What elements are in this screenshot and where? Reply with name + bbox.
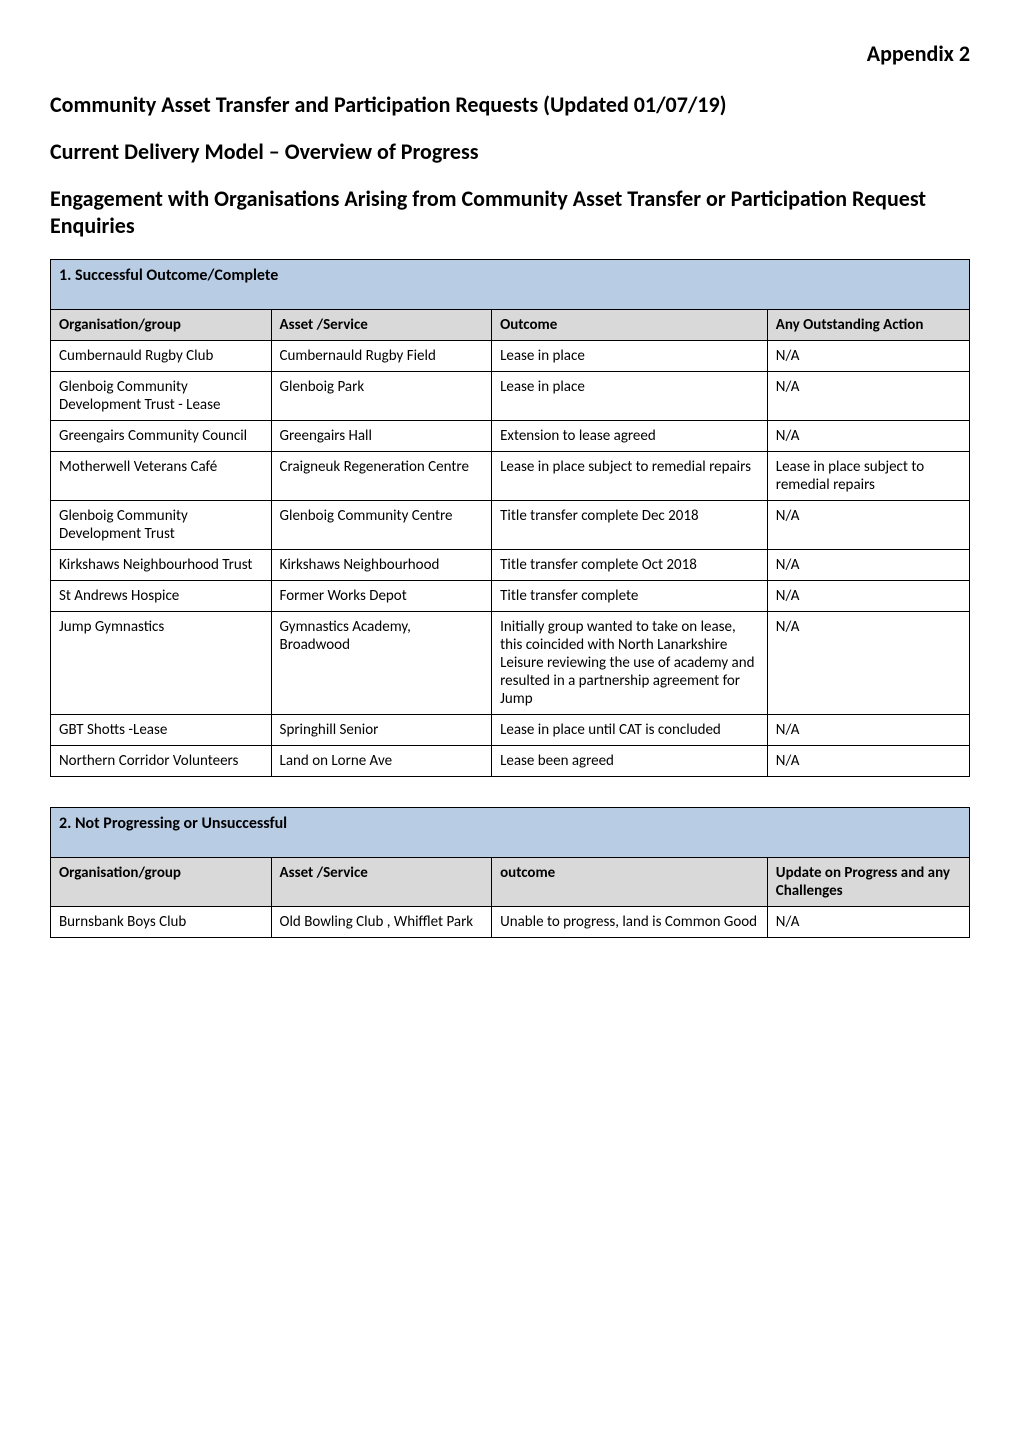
table-row: Jump Gymnastics Gymnastics Academy, Broa… — [51, 612, 970, 715]
cell-outcome: Lease in place subject to remedial repai… — [492, 452, 768, 501]
cell-organisation: Greengairs Community Council — [51, 421, 272, 452]
col-header-outcome: Outcome — [492, 310, 768, 341]
page-title-2: Current Delivery Model – Overview of Pro… — [50, 138, 970, 165]
cell-organisation: Glenboig Community Development Trust - L… — [51, 372, 272, 421]
cell-action: N/A — [767, 501, 969, 550]
page-title-1: Community Asset Transfer and Participati… — [50, 91, 970, 118]
section-header-cell: 2. Not Progressing or Unsuccessful — [51, 808, 970, 858]
table-successful-outcome: 1. Successful Outcome/Complete Organisat… — [50, 259, 970, 777]
cell-action: N/A — [767, 715, 969, 746]
table-row: Burnsbank Boys Club Old Bowling Club , W… — [51, 907, 970, 938]
col-header-organisation: Organisation/group — [51, 310, 272, 341]
cell-organisation: Motherwell Veterans Café — [51, 452, 272, 501]
cell-outcome: Unable to progress, land is Common Good — [492, 907, 768, 938]
cell-organisation: Burnsbank Boys Club — [51, 907, 272, 938]
col-header-asset: Asset /Service — [271, 858, 492, 907]
cell-action: N/A — [767, 550, 969, 581]
table-row: Kirkshaws Neighbourhood Trust Kirkshaws … — [51, 550, 970, 581]
cell-asset: Craigneuk Regeneration Centre — [271, 452, 492, 501]
cell-action: Lease in place subject to remedial repai… — [767, 452, 969, 501]
cell-organisation: GBT Shotts -Lease — [51, 715, 272, 746]
cell-asset: Glenboig Community Centre — [271, 501, 492, 550]
cell-asset: Old Bowling Club , Whifflet Park — [271, 907, 492, 938]
cell-asset: Former Works Depot — [271, 581, 492, 612]
cell-outcome: Lease been agreed — [492, 746, 768, 777]
cell-organisation: Jump Gymnastics — [51, 612, 272, 715]
appendix-label: Appendix 2 — [50, 40, 970, 67]
col-header-organisation: Organisation/group — [51, 858, 272, 907]
cell-outcome: Title transfer complete — [492, 581, 768, 612]
col-header-action: Any Outstanding Action — [767, 310, 969, 341]
table-not-progressing: 2. Not Progressing or Unsuccessful Organ… — [50, 807, 970, 938]
cell-action: N/A — [767, 372, 969, 421]
table-column-header-row: Organisation/group Asset /Service outcom… — [51, 858, 970, 907]
cell-organisation: St Andrews Hospice — [51, 581, 272, 612]
table-column-header-row: Organisation/group Asset /Service Outcom… — [51, 310, 970, 341]
cell-outcome: Lease in place — [492, 372, 768, 421]
cell-organisation: Cumbernauld Rugby Club — [51, 341, 272, 372]
cell-organisation: Northern Corridor Volunteers — [51, 746, 272, 777]
cell-outcome: Initially group wanted to take on lease,… — [492, 612, 768, 715]
section-header-cell: 1. Successful Outcome/Complete — [51, 260, 970, 310]
cell-action: N/A — [767, 746, 969, 777]
table-section-header: 1. Successful Outcome/Complete — [51, 260, 970, 310]
cell-outcome: Lease in place until CAT is concluded — [492, 715, 768, 746]
cell-action: N/A — [767, 612, 969, 715]
cell-action: N/A — [767, 421, 969, 452]
cell-asset: Land on Lorne Ave — [271, 746, 492, 777]
cell-outcome: Title transfer complete Dec 2018 — [492, 501, 768, 550]
cell-asset: Greengairs Hall — [271, 421, 492, 452]
table-row: Glenboig Community Development Trust Gle… — [51, 501, 970, 550]
cell-outcome: Extension to lease agreed — [492, 421, 768, 452]
col-header-asset: Asset /Service — [271, 310, 492, 341]
cell-action: N/A — [767, 907, 969, 938]
table-section-header: 2. Not Progressing or Unsuccessful — [51, 808, 970, 858]
cell-asset: Springhill Senior — [271, 715, 492, 746]
cell-outcome: Lease in place — [492, 341, 768, 372]
cell-action: N/A — [767, 581, 969, 612]
col-header-outcome: outcome — [492, 858, 768, 907]
col-header-action: Update on Progress and any Challenges — [767, 858, 969, 907]
cell-asset: Kirkshaws Neighbourhood — [271, 550, 492, 581]
page-title-3: Engagement with Organisations Arising fr… — [50, 185, 970, 239]
table-row: GBT Shotts -Lease Springhill Senior Leas… — [51, 715, 970, 746]
cell-organisation: Glenboig Community Development Trust — [51, 501, 272, 550]
table-row: Glenboig Community Development Trust - L… — [51, 372, 970, 421]
table-row: Motherwell Veterans Café Craigneuk Regen… — [51, 452, 970, 501]
cell-outcome: Title transfer complete Oct 2018 — [492, 550, 768, 581]
cell-action: N/A — [767, 341, 969, 372]
cell-asset: Glenboig Park — [271, 372, 492, 421]
table-row: Northern Corridor Volunteers Land on Lor… — [51, 746, 970, 777]
table-row: St Andrews Hospice Former Works Depot Ti… — [51, 581, 970, 612]
cell-organisation: Kirkshaws Neighbourhood Trust — [51, 550, 272, 581]
table-row: Greengairs Community Council Greengairs … — [51, 421, 970, 452]
table-row: Cumbernauld Rugby Club Cumbernauld Rugby… — [51, 341, 970, 372]
cell-asset: Gymnastics Academy, Broadwood — [271, 612, 492, 715]
cell-asset: Cumbernauld Rugby Field — [271, 341, 492, 372]
